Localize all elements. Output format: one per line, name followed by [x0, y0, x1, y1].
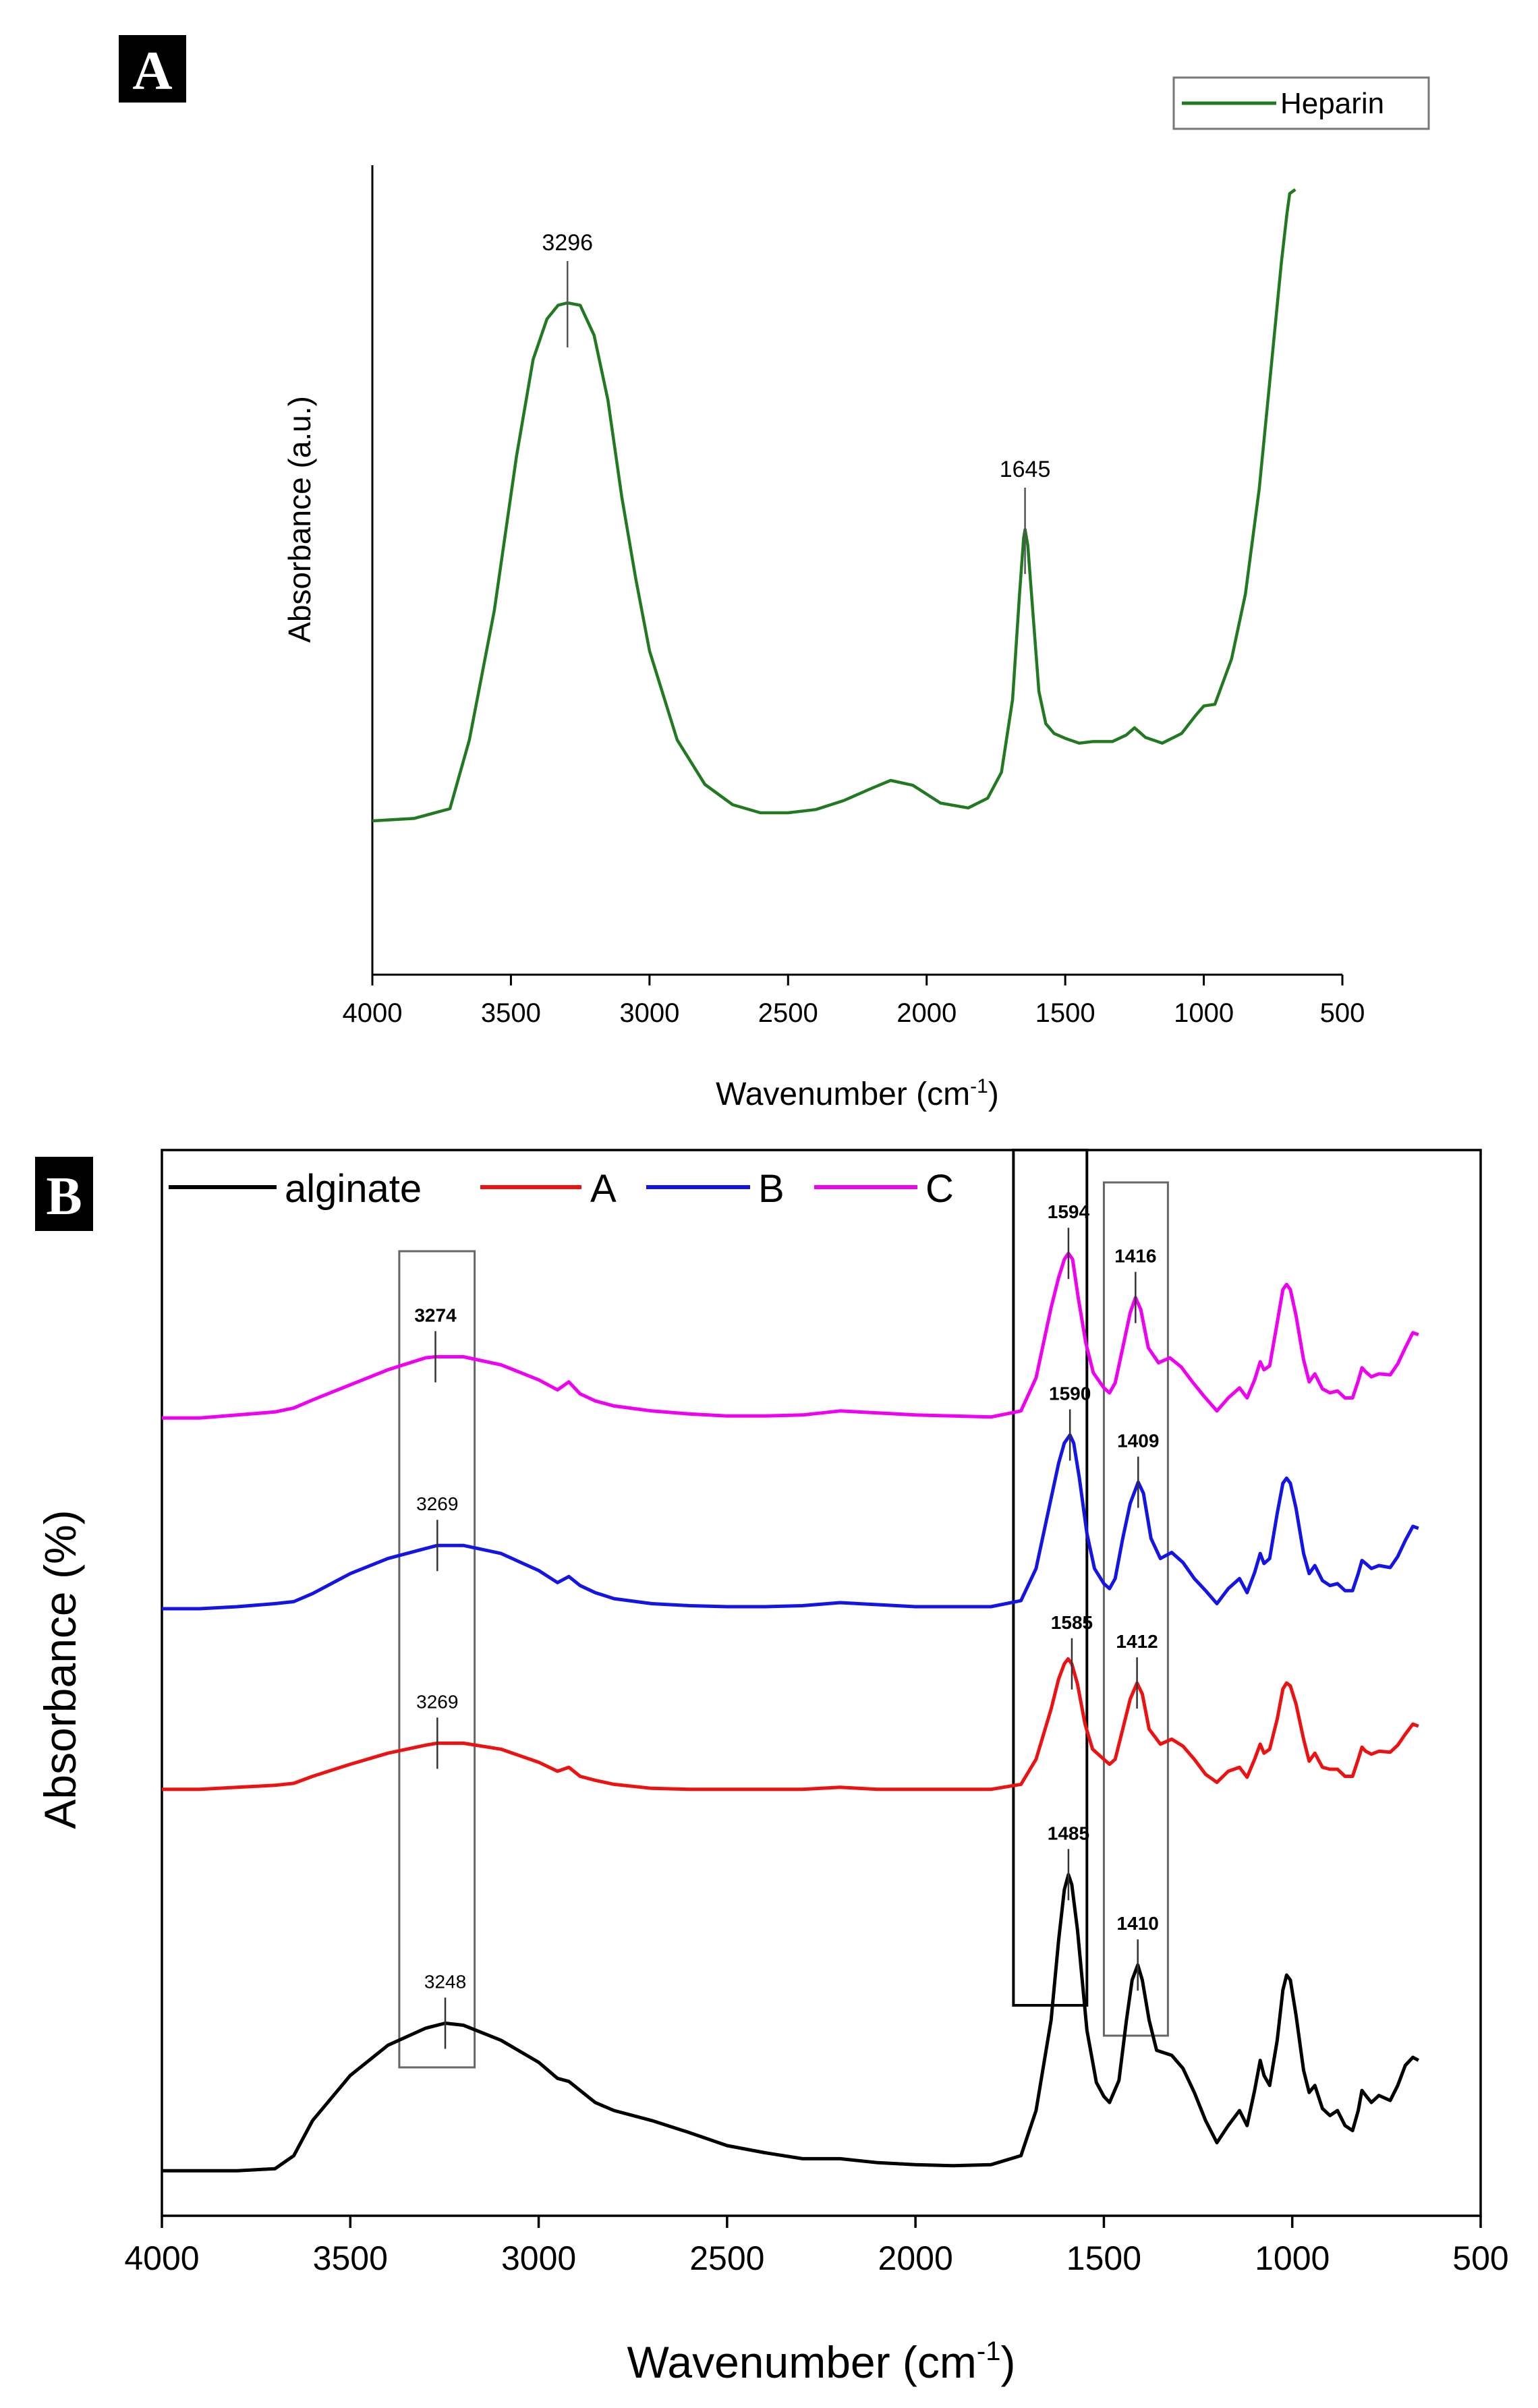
panel-a-x-tick-label: 4000 — [343, 998, 403, 1028]
panel-b-x-tick-label: 4000 — [124, 2239, 199, 2277]
panel-a: A 4000 3500 3000 2500 2000 1500 1000 500 Wavenumb… — [119, 35, 1430, 1112]
panel-b-x-tick-label: 2000 — [878, 2239, 953, 2277]
panel-a-x-tick-label: 3000 — [619, 998, 679, 1028]
panel-b-plot-frame — [161, 1149, 1482, 2217]
panel-a-badge — [119, 35, 186, 103]
panel-b-peak-label: 1585 — [1051, 1612, 1093, 1633]
panel-a-x-tick-label: 3500 — [481, 998, 541, 1028]
panel-b-peak-label: 3274 — [414, 1305, 457, 1325]
panel-b-y-axis-title: Absorbance (%) — [35, 1510, 85, 1829]
panel-b-peak-label: 3269 — [416, 1691, 458, 1712]
panel-a-x-tick-label: 1000 — [1174, 998, 1234, 1028]
panel-a-series-heparin — [372, 188, 1297, 823]
panel-a-x-tick-label: 1500 — [1035, 998, 1095, 1028]
panel-b-legend-label-a: A — [590, 1167, 617, 1211]
panel-a-x-axis-title-main: Wavenumber (cm — [716, 1077, 970, 1112]
panel-a-x-tick-label: 2000 — [896, 998, 957, 1028]
panel-b-peak-label: 1409 — [1117, 1430, 1159, 1451]
panel-b-x-axis-title: Wavenumber (cm-1) — [627, 2337, 1016, 2387]
panel-a-peak-label: 3296 — [542, 230, 593, 256]
panel-b-x-tick-label: 2500 — [689, 2239, 764, 2277]
panel-b-x-tick-label: 3000 — [501, 2239, 576, 2277]
panel-a-badge-label: A — [132, 40, 172, 101]
panel-a-y-axis-title: Absorbance (a.u.) — [282, 396, 317, 643]
panel-b-badge-label: B — [46, 1167, 82, 1226]
panel-b-x-tick-label: 1000 — [1255, 2239, 1330, 2277]
panel-b-x-axis-title-main: Wavenumber (cm — [627, 2337, 977, 2387]
panel-b-peak-label: 1590 — [1049, 1383, 1091, 1404]
panel-b-legend-label-alginate: alginate — [285, 1167, 422, 1211]
panel-b-peak-label: 1416 — [1114, 1246, 1156, 1267]
panel-a-x-axis-title-sup: -1 — [970, 1075, 988, 1097]
panel-b-legend-label-c: C — [925, 1167, 954, 1211]
panel-b-peak-label: 3269 — [416, 1493, 458, 1514]
panel-a-x-tick-label: 500 — [1320, 998, 1365, 1028]
panel-b-peak-label: 3248 — [424, 1972, 466, 1993]
panel-a-x-tick-label: 2500 — [758, 998, 818, 1028]
panel-b-highlight-box-1590 — [1012, 1149, 1089, 2007]
panel-b: B 4000 3500 3000 2500 2000 1500 1000 500 Wavenumb… — [35, 1149, 1509, 2387]
panel-b-x-tick-label: 1500 — [1066, 2239, 1141, 2277]
panel-b-x-tick-label: 500 — [1452, 2239, 1508, 2277]
panel-b-highlight-box-3270 — [398, 1250, 476, 2069]
panel-b-peak-label: 1412 — [1116, 1631, 1158, 1652]
panel-b-peak-label: 1485 — [1048, 1823, 1089, 1843]
panel-b-legend-label-b: B — [758, 1167, 785, 1211]
panel-b-x-axis-title-close: ) — [1000, 2337, 1015, 2387]
panel-b-peak-label: 1594 — [1048, 1201, 1090, 1222]
panel-a-x-axis-title: Wavenumber (cm-1) — [716, 1075, 999, 1112]
panel-b-series-alginate — [162, 1872, 1419, 2173]
panel-b-series-c — [162, 1251, 1419, 1420]
panel-b-highlight-box-1410 — [1102, 1181, 1169, 2037]
panel-b-x-axis-title-sup: -1 — [977, 2337, 1001, 2366]
panel-b-peak-label: 1410 — [1117, 1913, 1159, 1934]
panel-b-badge — [35, 1157, 93, 1231]
panel-a-x-axis-title-close: ) — [988, 1077, 999, 1112]
panel-a-peak-label: 1645 — [1000, 457, 1051, 482]
panel-b-x-tick-label: 3500 — [313, 2239, 388, 2277]
panel-a-legend-label: Heparin — [1280, 87, 1384, 120]
panel-b-series-a — [162, 1657, 1419, 1791]
panel-b-series-b — [162, 1433, 1419, 1611]
